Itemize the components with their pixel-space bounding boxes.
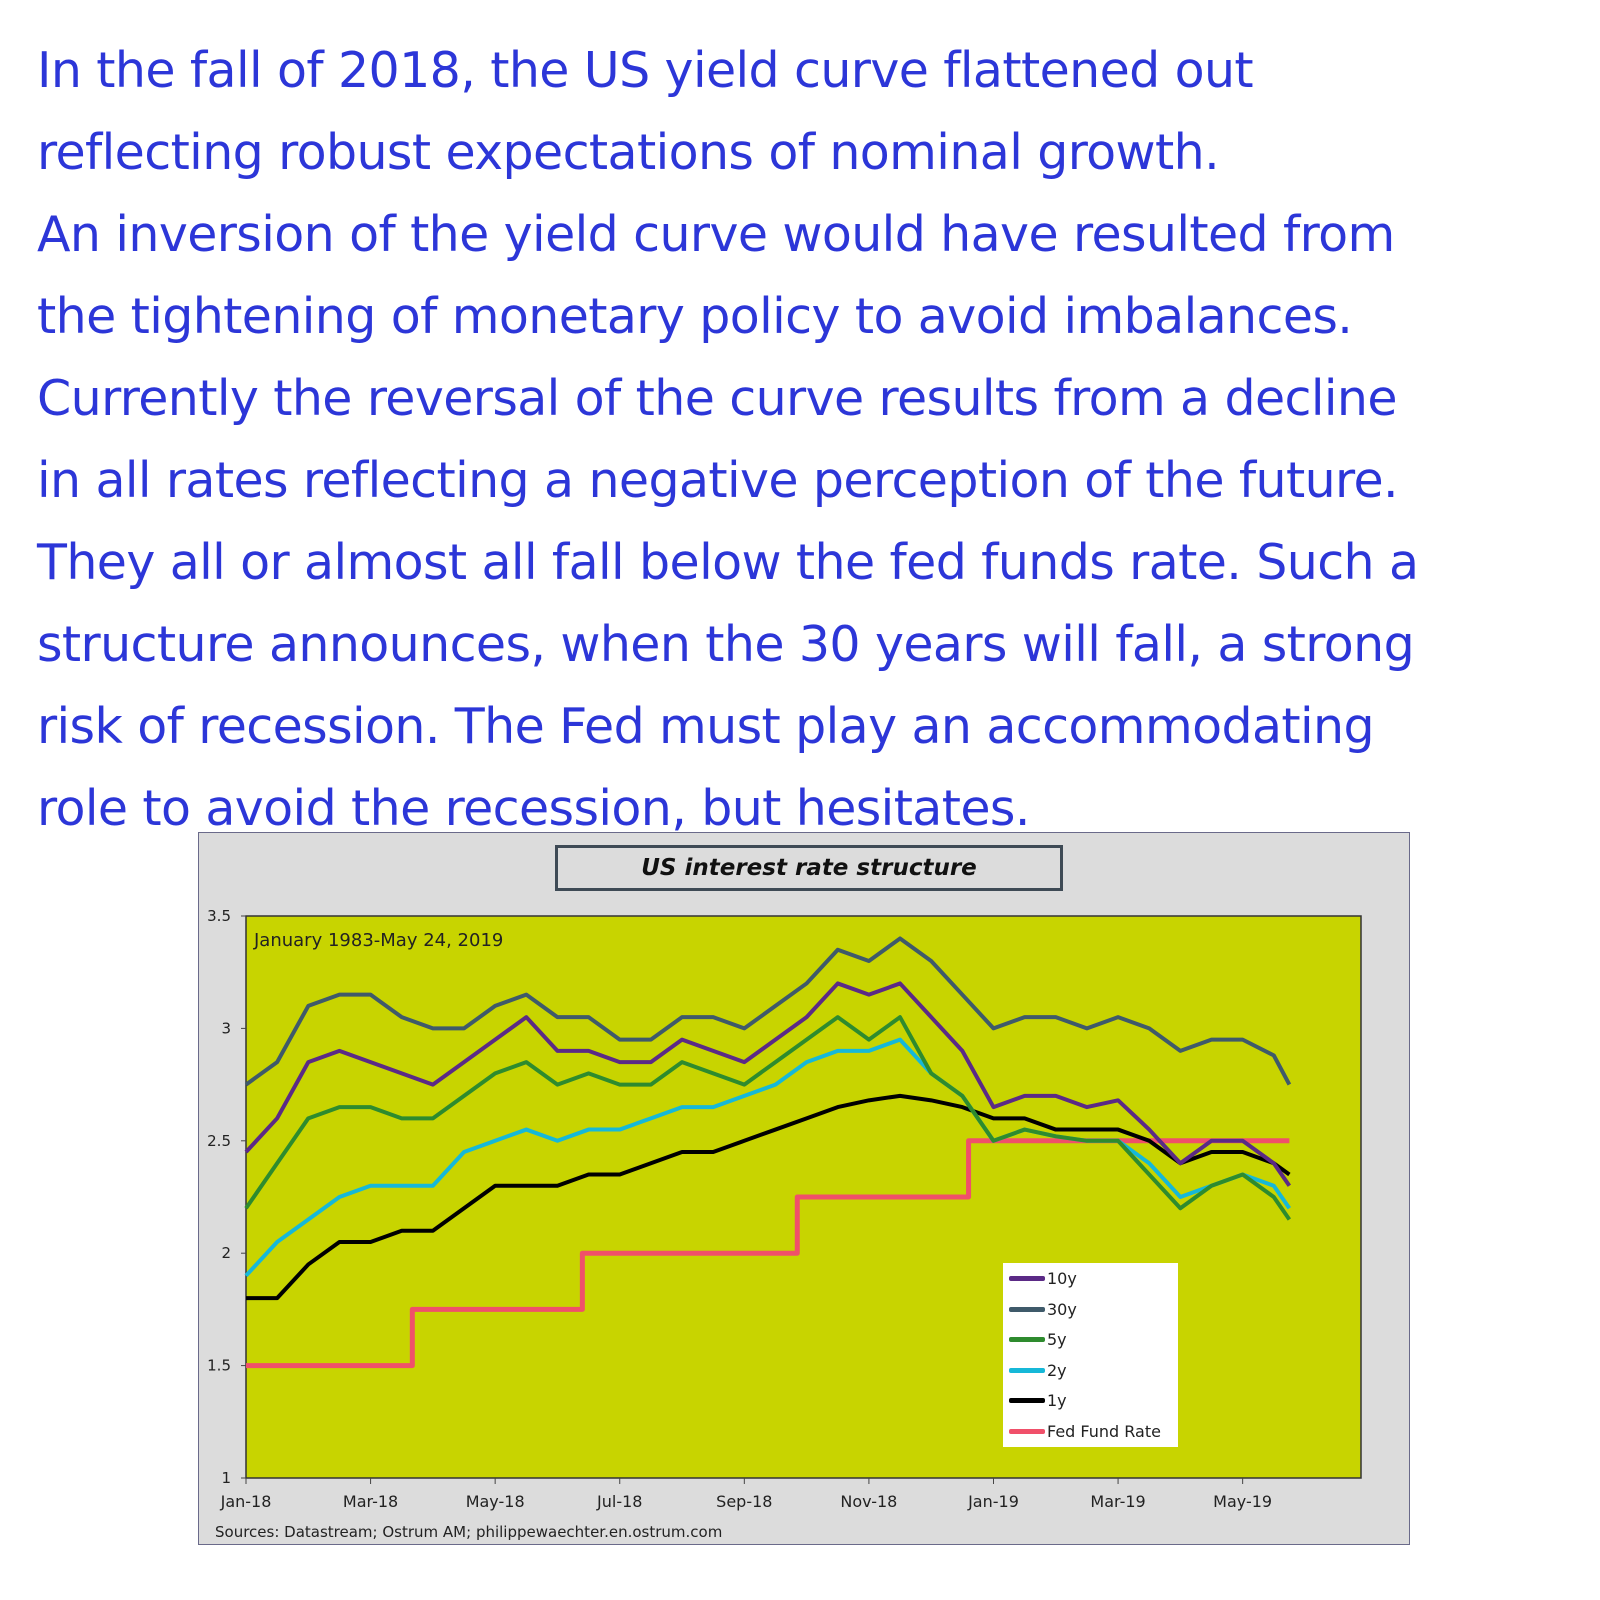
paragraph-line: role to avoid the recession, but hesitat… (37, 780, 1030, 837)
x-tick-label: May-18 (466, 1492, 525, 1511)
x-tick-label: Sep-18 (716, 1492, 772, 1511)
legend-label: 1y (1047, 1391, 1067, 1410)
series-line-10y (244, 981, 1292, 1187)
x-tick-label: Jan-19 (967, 1492, 1019, 1511)
paragraph-line: structure announces, when the 30 years w… (37, 616, 1415, 673)
series-line-2y (244, 1037, 1292, 1278)
chart-legend: 10y 30y 5y 2y 1y Fed Fund Rate (1003, 1263, 1178, 1447)
y-tick-label: 1 (221, 1469, 231, 1487)
chart-source: Sources: Datastream; Ostrum AM; philippe… (215, 1523, 723, 1541)
paragraph-line: An inversion of the yield curve would ha… (37, 206, 1395, 263)
paragraph-line: Currently the reversal of the curve resu… (37, 370, 1397, 427)
paragraph-line: risk of recession. The Fed must play an … (37, 698, 1375, 755)
y-tick-label: 1.5 (207, 1357, 231, 1375)
legend-item: 5y (1009, 1330, 1067, 1349)
legend-swatch (1009, 1306, 1045, 1312)
chart-frame: US interest rate structure January 1983-… (198, 832, 1410, 1545)
paragraph-line: the tightening of monetary policy to avo… (37, 288, 1353, 345)
chart-title: US interest rate structure (555, 845, 1063, 891)
x-tick-label: May-19 (1213, 1492, 1272, 1511)
legend-swatch (1009, 1276, 1045, 1281)
legend-item: 2y (1009, 1361, 1067, 1380)
paragraph-line: In the fall of 2018, the US yield curve … (37, 42, 1254, 99)
series-line-fed-fund-rate (246, 1138, 1290, 1369)
x-tick-label: Jan-18 (220, 1492, 272, 1511)
series-line-1y (246, 1093, 1291, 1301)
legend-swatch (1009, 1428, 1045, 1434)
x-tick-label: Mar-19 (1090, 1492, 1145, 1511)
series-line-5y (244, 1015, 1292, 1221)
paragraph-line: reflecting robust expectations of nomina… (37, 124, 1220, 181)
y-tick-label: 3 (221, 1019, 231, 1037)
legend-swatch (1009, 1367, 1045, 1373)
legend-swatch (1009, 1398, 1045, 1403)
paragraph-line: They all or almost all fall below the fe… (37, 534, 1419, 591)
legend-item: 30y (1009, 1300, 1077, 1319)
x-tick-label: Nov-18 (840, 1492, 897, 1511)
chart-plot: January 1983-May 24, 2019 1 1.5 2 2.5 3 3.5 Jan… (207, 907, 1362, 1511)
legend-label: 10y (1047, 1269, 1077, 1288)
legend-label: 30y (1047, 1299, 1077, 1319)
legend-swatch (1009, 1337, 1045, 1342)
x-tick-label: Jul-18 (596, 1492, 642, 1511)
legend-item: 1y (1009, 1391, 1067, 1410)
legend-item: 10y (1009, 1269, 1077, 1288)
legend-label: 2y (1047, 1360, 1067, 1380)
paragraph-line: in all rates reflecting a negative perce… (37, 452, 1399, 509)
series-line-30y (244, 936, 1292, 1087)
legend-item: Fed Fund Rate (1009, 1422, 1161, 1441)
legend-label: Fed Fund Rate (1047, 1421, 1161, 1441)
y-tick-label: 2 (221, 1244, 231, 1262)
y-tick-label: 3.5 (207, 907, 231, 925)
commentary-paragraph: In the fall of 2018, the US yield curve … (37, 30, 1587, 850)
legend-label: 5y (1047, 1330, 1067, 1349)
y-tick-label: 2.5 (207, 1132, 231, 1150)
chart-annotation: January 1983-May 24, 2019 (253, 930, 503, 951)
x-tick-label: Mar-18 (343, 1492, 398, 1511)
